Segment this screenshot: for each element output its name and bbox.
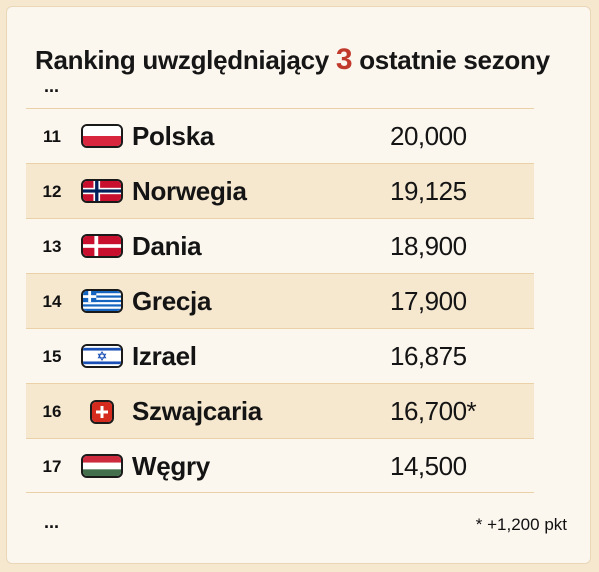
- norway-flag-icon: [81, 179, 123, 203]
- greece-flag-icon: [81, 289, 123, 313]
- country-name: Polska: [132, 121, 215, 151]
- hungary-flag-icon: [81, 454, 123, 478]
- rank-number: 13: [42, 237, 62, 256]
- ranking-table: 11 Polska 20,000 12 Norwegia 19,125 13: [26, 108, 534, 493]
- country-name: Węgry: [132, 451, 210, 481]
- points-value: 16,700*: [390, 396, 477, 426]
- footnote: * +1,200 pkt: [475, 515, 567, 534]
- rank-number: 15: [42, 347, 62, 366]
- rank-number: 11: [43, 127, 61, 146]
- country-name: Norwegia: [132, 176, 247, 206]
- points-value: 17,900: [390, 286, 467, 316]
- country-name: Dania: [132, 231, 202, 261]
- denmark-flag-icon: [81, 234, 123, 258]
- country-name: Grecja: [132, 286, 212, 316]
- title-prefix: Ranking uwzględniający: [35, 45, 329, 75]
- points-value: 20,000: [390, 121, 467, 151]
- ranking-title: Ranking uwzględniający 3 ostatnie sezony: [35, 43, 550, 77]
- country-name: Szwajcaria: [132, 396, 262, 426]
- israel-flag-icon: [81, 344, 123, 368]
- table-row: 17 Węgry 14,500: [26, 438, 534, 493]
- points-value: 19,125: [390, 176, 467, 206]
- title-season-count: 3: [335, 43, 353, 76]
- points-value: 14,500: [390, 451, 467, 481]
- ellipsis-top: ...: [44, 76, 60, 96]
- table-row: 14 Grecja 17,900: [26, 273, 534, 328]
- table-row: 13 Dania 18,900: [26, 218, 534, 273]
- points-value: 16,875: [390, 341, 467, 371]
- table-row: 12 Norwegia 19,125: [26, 163, 534, 218]
- table-row: 11 Polska 20,000: [26, 108, 534, 163]
- rank-number: 16: [42, 402, 62, 421]
- table-row: 16 Szwajcaria 16,700*: [26, 383, 534, 438]
- poland-flag-icon: [81, 124, 123, 148]
- points-value: 18,900: [390, 231, 467, 261]
- ellipsis-bottom: ...: [44, 512, 60, 532]
- rank-number: 17: [42, 457, 62, 476]
- title-suffix: ostatnie sezony: [359, 45, 550, 75]
- rank-number: 12: [42, 182, 62, 201]
- rank-number: 14: [42, 292, 62, 311]
- table-row: 15 Izrael 16,875: [26, 328, 534, 383]
- country-name: Izrael: [132, 341, 197, 371]
- switzerland-flag-icon: [90, 400, 114, 424]
